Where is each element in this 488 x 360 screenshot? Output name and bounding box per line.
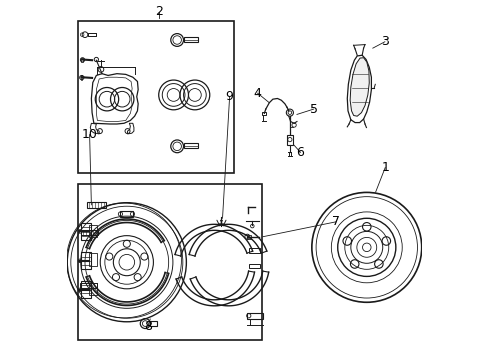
Bar	[120, 211, 133, 217]
Bar	[88, 253, 97, 266]
Text: 6: 6	[296, 146, 304, 159]
Bar	[150, 321, 157, 326]
Text: 10: 10	[81, 128, 97, 141]
Bar	[88, 283, 97, 295]
Bar	[78, 21, 233, 173]
Bar	[248, 264, 260, 268]
Bar	[80, 283, 97, 288]
Polygon shape	[349, 58, 368, 116]
Text: 9: 9	[225, 90, 233, 103]
Text: 2: 2	[155, 5, 163, 18]
Bar	[81, 281, 91, 298]
Bar	[81, 252, 91, 269]
Text: 1: 1	[381, 161, 388, 174]
Bar	[86, 202, 106, 208]
Bar	[88, 32, 96, 36]
Bar	[78, 184, 262, 339]
Bar	[246, 235, 251, 239]
Bar	[81, 223, 91, 240]
Bar	[248, 248, 260, 253]
Bar	[247, 312, 263, 319]
Bar	[81, 230, 98, 235]
Text: 3: 3	[380, 35, 388, 48]
Text: 4: 4	[253, 87, 261, 100]
Bar	[262, 112, 266, 116]
Bar	[81, 58, 82, 62]
Bar	[183, 143, 197, 148]
Text: 8: 8	[144, 320, 152, 333]
Text: 5: 5	[309, 103, 317, 116]
Bar	[286, 135, 292, 145]
Bar	[88, 225, 97, 238]
Text: 7: 7	[331, 215, 339, 228]
Bar	[183, 37, 197, 42]
